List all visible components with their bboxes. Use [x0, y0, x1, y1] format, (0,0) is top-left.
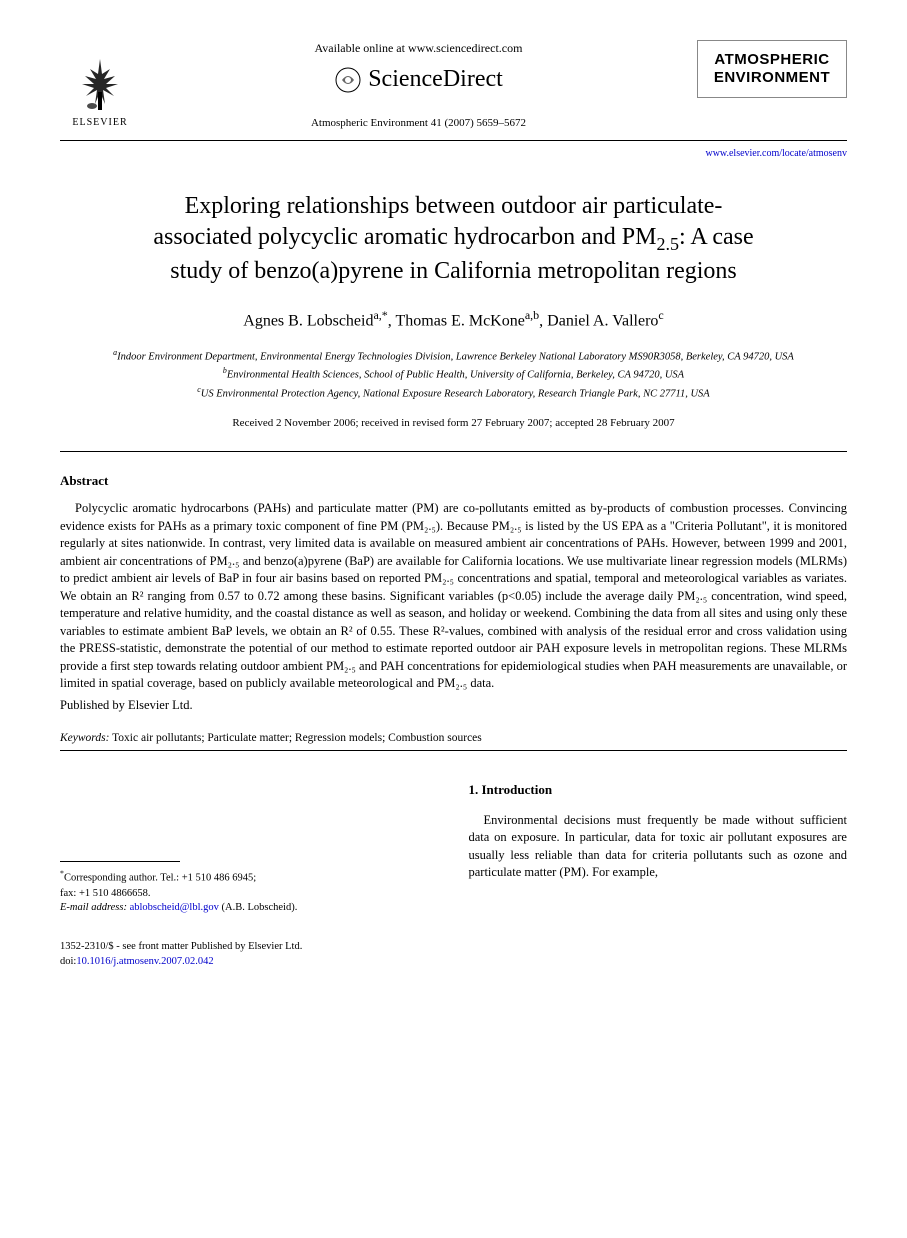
copyright-text: 1352-2310/$ - see front matter Published…: [60, 941, 302, 952]
author-1: Agnes B. Lobscheid: [243, 313, 373, 330]
abstract-text: Polycyclic aromatic hydrocarbons (PAHs) …: [60, 500, 847, 693]
elsevier-tree-icon: [70, 54, 130, 114]
elsevier-label: ELSEVIER: [72, 116, 127, 130]
title-line1: Exploring relationships between outdoor …: [185, 193, 723, 219]
email-label: E-mail address:: [60, 902, 127, 913]
elsevier-logo: ELSEVIER: [60, 40, 140, 130]
center-header: Available online at www.sciencedirect.co…: [140, 40, 697, 132]
header-row: ELSEVIER Available online at www.science…: [60, 40, 847, 132]
published-by: Published by Elsevier Ltd.: [60, 697, 847, 715]
affil-c: US Environmental Protection Agency, Nati…: [201, 388, 710, 399]
sciencedirect-brand: ScienceDirect: [160, 63, 677, 97]
abstract-heading: Abstract: [60, 472, 847, 490]
abstract-bottom-rule: [60, 750, 847, 751]
header-rule: [60, 140, 847, 141]
doi-link[interactable]: 10.1016/j.atmosenv.2007.02.042: [76, 956, 213, 967]
left-column: *Corresponding author. Tel.: +1 510 486 …: [60, 781, 439, 969]
doi-label: doi:: [60, 956, 76, 967]
keywords-text: Toxic air pollutants; Particulate matter…: [109, 732, 481, 744]
article-title: Exploring relationships between outdoor …: [80, 191, 827, 288]
article-dates: Received 2 November 2006; received in re…: [60, 416, 847, 431]
abstract-body: Polycyclic aromatic hydrocarbons (PAHs) …: [60, 500, 847, 693]
affil-b: Environmental Health Sciences, School of…: [227, 370, 684, 381]
journal-url-link[interactable]: www.elsevier.com/locate/atmosenv: [60, 147, 847, 161]
intro-heading: 1. Introduction: [469, 781, 848, 799]
title-line3: study of benzo(a)pyrene in California me…: [170, 258, 737, 284]
author-2: Thomas E. McKone: [396, 313, 525, 330]
email-link[interactable]: ablobscheid@lbl.gov: [130, 902, 219, 913]
sciencedirect-icon: [334, 66, 362, 94]
corr-author-fax: fax: +1 510 4866658.: [60, 888, 151, 899]
keywords-label: Keywords:: [60, 732, 109, 744]
abstract-top-rule: [60, 451, 847, 452]
title-line2: associated polycyclic aromatic hydrocarb…: [153, 224, 656, 250]
journal-name-line2: ENVIRONMENT: [706, 69, 838, 87]
corresponding-author-footnote: *Corresponding author. Tel.: +1 510 486 …: [60, 868, 439, 916]
authors-line: Agnes B. Lobscheida,*, Thomas E. McKonea…: [60, 307, 847, 333]
available-online-text: Available online at www.sciencedirect.co…: [160, 40, 677, 57]
journal-name-line1: ATMOSPHERIC: [706, 51, 838, 69]
title-pm-subscript: 2.5: [657, 234, 680, 254]
email-tail: (A.B. Lobscheid).: [219, 902, 297, 913]
two-column-layout: *Corresponding author. Tel.: +1 510 486 …: [60, 781, 847, 969]
author-3: Daniel A. Vallero: [547, 313, 658, 330]
journal-title-box: ATMOSPHERIC ENVIRONMENT: [697, 40, 847, 98]
right-column: 1. Introduction Environmental decisions …: [469, 781, 848, 969]
affil-a: Indoor Environment Department, Environme…: [117, 352, 794, 363]
intro-paragraph: Environmental decisions must frequently …: [469, 812, 848, 882]
corr-author-tel: Corresponding author. Tel.: +1 510 486 6…: [64, 873, 256, 884]
keywords-line: Keywords: Toxic air pollutants; Particul…: [60, 730, 847, 746]
title-line2-tail: : A case: [679, 224, 754, 250]
affiliations: aIndoor Environment Department, Environm…: [60, 347, 847, 402]
copyright-line: 1352-2310/$ - see front matter Published…: [60, 940, 439, 969]
footnote-rule: [60, 861, 180, 862]
sciencedirect-text: ScienceDirect: [368, 63, 503, 97]
journal-reference: Atmospheric Environment 41 (2007) 5659–5…: [160, 116, 677, 131]
